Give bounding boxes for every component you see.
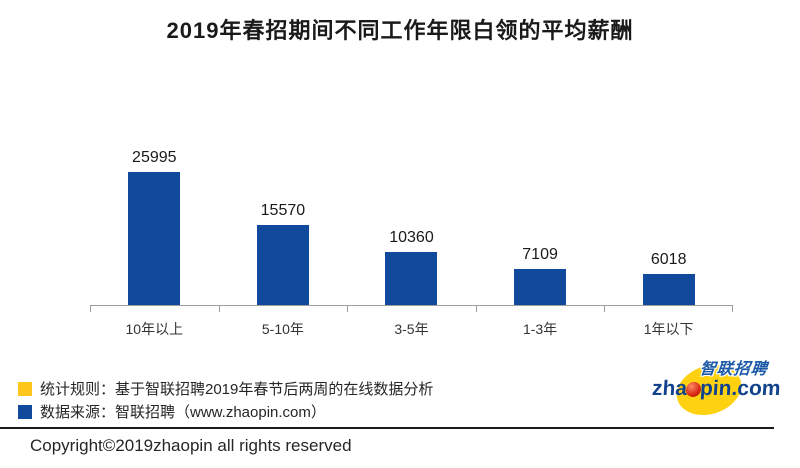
axis-tick (475, 306, 477, 312)
x-axis-line (90, 305, 733, 312)
bar (642, 274, 695, 305)
bar-chart: 25995 15570 10360 7109 6018 10年以上 5-10年 3-5年 1-… (90, 138, 733, 339)
bar-value-label: 7109 (522, 246, 558, 263)
footer-divider (0, 427, 774, 429)
legend-swatch-yellow (18, 381, 32, 396)
bar-value-label: 15570 (260, 202, 306, 219)
bar-column: 15570 (219, 138, 348, 305)
logo-domain-suffix: pin.com (699, 377, 782, 400)
axis-tick (218, 306, 220, 312)
legend-label: 统计规则：基于智联招聘2019年春节后两周的在线数据分析 (40, 381, 434, 398)
bar-value-label: 25995 (132, 149, 177, 166)
bar-column: 6018 (604, 138, 733, 305)
x-axis-label: 10年以上 (125, 321, 184, 337)
axis-tick (347, 306, 349, 312)
legend: 统计规则：基于智联招聘2019年春节后两周的在线数据分析 数据来源：智联招聘（w… (18, 377, 433, 423)
x-axis-label: 5-10年 (261, 321, 304, 337)
bar-value-label: 6018 (650, 251, 687, 268)
logo-domain-prefix: zha (651, 377, 688, 400)
bar (128, 172, 181, 305)
legend-item-rule: 统计规则：基于智联招聘2019年春节后两周的在线数据分析 (18, 377, 433, 400)
legend-item-source: 数据来源：智联招聘（www.zhaopin.com） (18, 400, 433, 423)
chart-title: 2019年春招期间不同工作年限白领的平均薪酬 (166, 18, 634, 43)
axis-tick (732, 306, 733, 312)
x-axis-label: 1-3年 (522, 321, 558, 337)
bar-column: 7109 (476, 138, 605, 305)
legend-label: 数据来源：智联招聘（www.zhaopin.com） (40, 404, 326, 421)
x-axis-label: 1年以下 (643, 321, 694, 337)
zhaopin-logo: 智联招聘 zha pin.com (650, 356, 798, 424)
logo-domain-text: zha pin.com (651, 377, 781, 401)
x-labels-row: 10年以上 5-10年 3-5年 1-3年 1年以下 (90, 319, 733, 339)
bar (385, 252, 438, 305)
logo-chinese-text: 智联招聘 (698, 361, 769, 378)
axis-tick (604, 306, 606, 312)
copyright-text: Copyright©2019zhaopin all rights reserve… (30, 436, 352, 455)
bar (514, 269, 567, 305)
bar-column: 25995 (90, 138, 219, 305)
bar-column: 10360 (347, 138, 476, 305)
x-axis-label: 3-5年 (394, 321, 429, 337)
axis-tick (90, 306, 91, 312)
bars-row: 25995 15570 10360 7109 6018 (90, 138, 733, 305)
legend-swatch-blue (18, 404, 32, 419)
bar (256, 225, 309, 305)
bar-value-label: 10360 (389, 229, 434, 246)
